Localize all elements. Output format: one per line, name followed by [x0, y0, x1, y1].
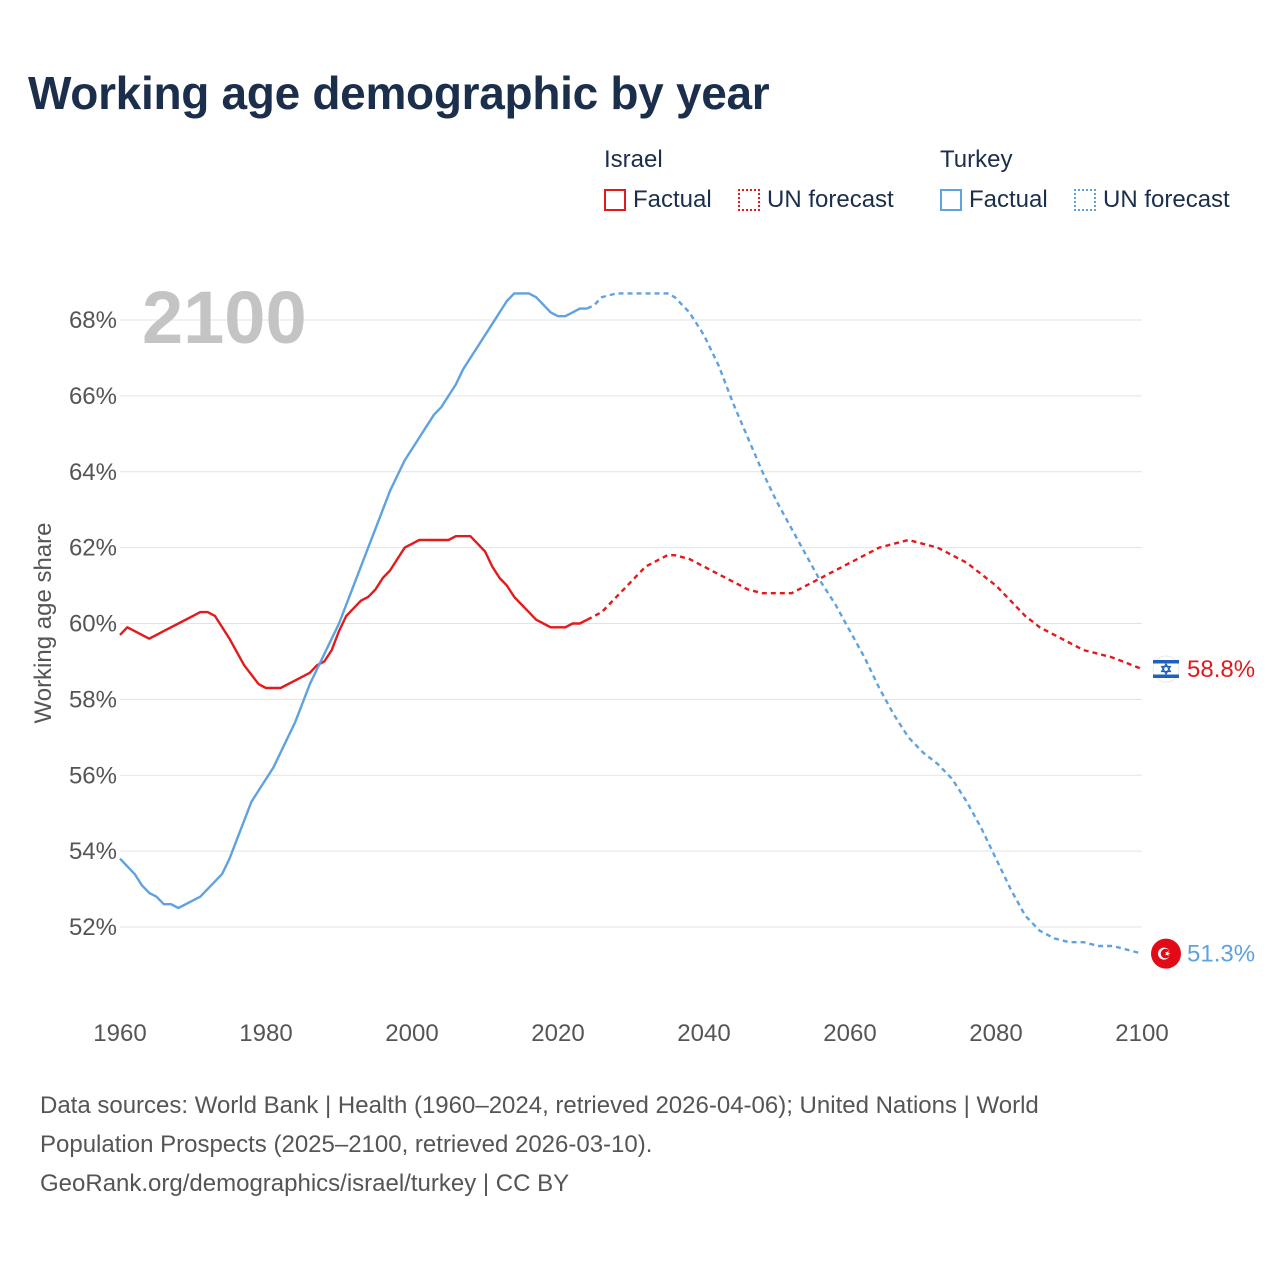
israel-forecast-line: [586, 538, 1143, 671]
sources-line-1: Data sources: World Bank | Health (1960–…: [40, 1092, 1039, 1119]
y-tick-label: 66%: [69, 383, 117, 410]
x-tick-label: 2020: [531, 1020, 584, 1047]
sources-line-2: Population Prospects (2025–2100, retriev…: [40, 1131, 653, 1158]
legend-group-israel: Israel: [604, 146, 663, 173]
data-sources: Data sources: World Bank | Health (1960–…: [40, 1086, 1240, 1203]
current-year-label: 2100: [142, 276, 307, 359]
y-tick-label: 52%: [69, 914, 117, 941]
x-tick-label: 1980: [239, 1020, 292, 1047]
legend-label: UN forecast: [1103, 186, 1230, 213]
y-tick-label: 62%: [69, 535, 117, 562]
turkey-end-value: 51.3%: [1187, 941, 1255, 968]
legend-israel-forecast[interactable]: UN forecast: [738, 186, 894, 214]
legend-label: Factual: [633, 186, 712, 213]
x-tick-label: 2100: [1115, 1020, 1168, 1047]
sources-link[interactable]: GeoRank.org/demographics/israel/turkey |…: [40, 1170, 570, 1197]
legend-group-turkey: Turkey: [940, 146, 1013, 173]
y-tick-label: 64%: [69, 459, 117, 486]
legend-turkey-factual[interactable]: Factual: [940, 186, 1048, 214]
israel-flag-icon: [1152, 655, 1180, 683]
y-tick-label: 54%: [69, 838, 117, 865]
legend-turkey-forecast[interactable]: UN forecast: [1074, 186, 1230, 214]
legend-swatch-turkey-factual: [940, 189, 962, 211]
legend-swatch-turkey-forecast: [1074, 189, 1096, 211]
x-tick-label: 2040: [677, 1020, 730, 1047]
turkey-factual-line: [119, 292, 588, 910]
y-tick-label: 58%: [69, 686, 117, 713]
legend-israel-factual[interactable]: Factual: [604, 186, 712, 214]
legend-label: Factual: [969, 186, 1048, 213]
legend-label: UN forecast: [767, 186, 894, 213]
x-tick-label: 2060: [823, 1020, 876, 1047]
series-lines: [119, 292, 1143, 955]
y-tick-label: 56%: [69, 762, 117, 789]
y-axis-label: Working age share: [30, 523, 57, 724]
legend-swatch-israel-factual: [604, 189, 626, 211]
x-tick-label: 1960: [93, 1020, 146, 1047]
x-tick-label: 2080: [969, 1020, 1022, 1047]
chart-title: Working age demographic by year: [28, 67, 770, 119]
y-axis-ticks: 52% 54% 56% 58% 60% 62% 64% 66% 68%: [69, 307, 117, 941]
x-axis-ticks: 1960 1980 2000 2020 2040 2060 2080 2100: [93, 1020, 1168, 1047]
israel-factual-line: [119, 535, 588, 690]
line-chart: 52% 54% 56% 58% 60% 62% 64% 66% 68% 1960 1980 2000…: [30, 276, 1255, 1047]
legend-swatch-israel-forecast: [738, 189, 760, 211]
y-tick-label: 60%: [69, 611, 117, 638]
y-tick-label: 68%: [69, 307, 117, 334]
x-tick-label: 2000: [385, 1020, 438, 1047]
turkey-forecast-line: [586, 292, 1143, 955]
grid-lines: [120, 319, 1142, 928]
turkey-flag-icon: [1151, 938, 1181, 969]
israel-end-value: 58.8%: [1187, 656, 1255, 683]
